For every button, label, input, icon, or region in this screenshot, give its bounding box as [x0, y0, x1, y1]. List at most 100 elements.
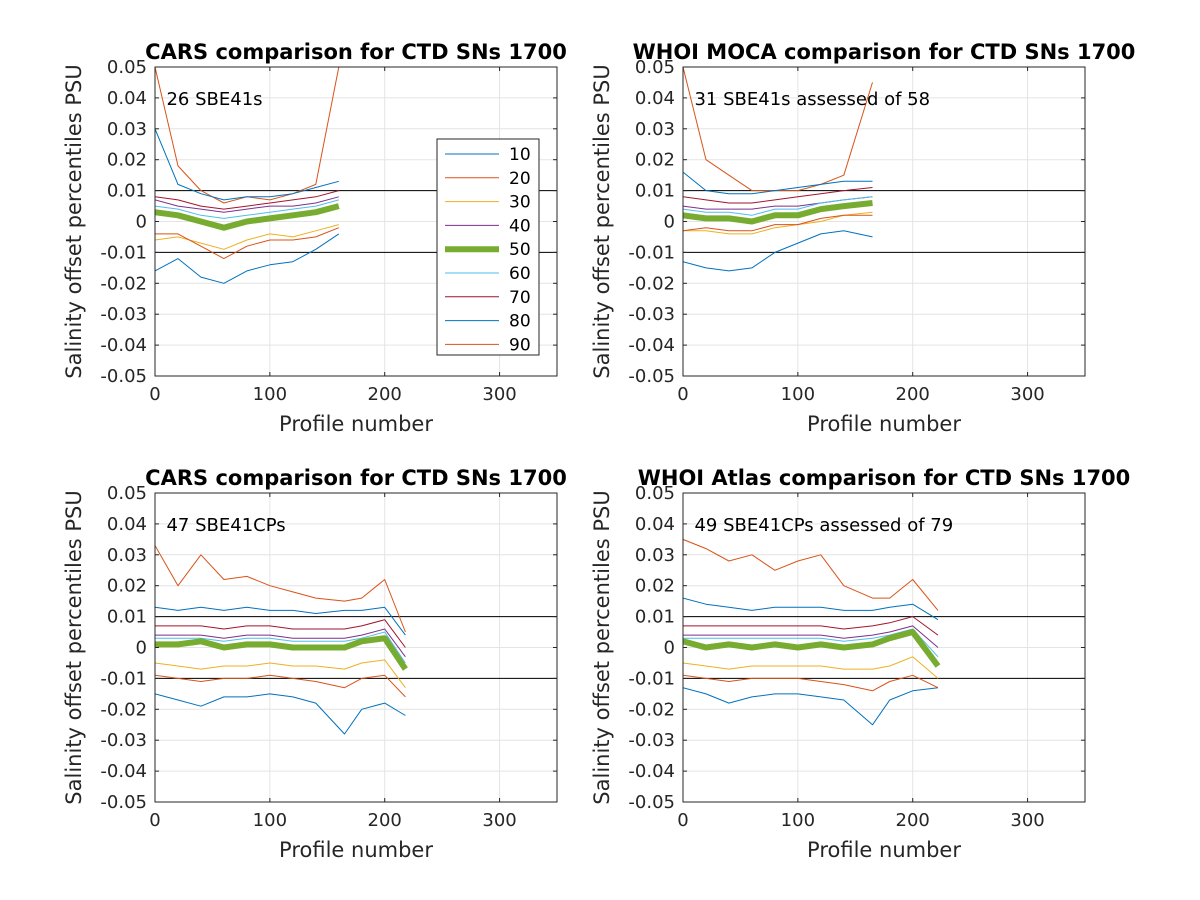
series-line-p90 — [683, 214, 873, 232]
x-tick-label: 300 — [482, 810, 516, 831]
series-line-p70 — [683, 616, 939, 636]
legend-label: 90 — [509, 335, 531, 355]
x-tick-label: 100 — [781, 384, 815, 405]
x-tick-label: 0 — [677, 384, 688, 405]
y-tick-label: -0.04 — [100, 335, 147, 356]
series-line-p60 — [155, 199, 339, 219]
y-axis-label: Salinity offset percentiles PSU — [62, 490, 86, 804]
y-tick-label: -0.05 — [100, 366, 147, 387]
chart-title: WHOI Atlas comparison for CTD SNs 1700 — [638, 466, 1131, 490]
legend-label: 30 — [509, 193, 531, 213]
series-line-p30 — [683, 211, 873, 235]
y-axis-label: Salinity offset percentiles PSU — [590, 490, 614, 804]
y-tick-label: -0.04 — [100, 761, 147, 782]
y-axis-label: Salinity offset percentiles PSU — [590, 64, 614, 378]
y-tick-label: -0.04 — [628, 335, 675, 356]
y-tick-label: -0.02 — [100, 273, 147, 294]
series-line-p50 — [683, 629, 941, 668]
y-tick-label: 0.05 — [107, 483, 147, 504]
x-tick-label: 100 — [253, 384, 287, 405]
y-tick-label: 0.01 — [635, 607, 675, 628]
y-tick-label: -0.01 — [100, 242, 147, 263]
y-tick-label: -0.03 — [100, 304, 147, 325]
y-tick-label: 0 — [136, 212, 147, 233]
legend-label: 60 — [509, 264, 531, 284]
series-line-p50 — [155, 635, 408, 671]
x-tick-label: 300 — [1010, 810, 1044, 831]
chart-panel-2: 0 100 200 300 -0.05 -0.04 -0.03 -0.02 -0.01 0 0.01… — [590, 40, 1135, 436]
series-line-p30 — [155, 659, 406, 688]
y-tick-label: -0.01 — [628, 668, 675, 689]
x-axis-label: Profile number — [807, 838, 961, 862]
y-tick-label: 0.04 — [635, 88, 675, 109]
series-line-p90 — [683, 674, 939, 692]
y-tick-label: 0.03 — [107, 119, 147, 140]
legend-label: 50 — [509, 240, 531, 260]
series-line-p40 — [155, 196, 339, 213]
annotation-text: 49 SBE41CPs assessed of 79 — [694, 515, 953, 536]
x-tick-label: 200 — [368, 384, 402, 405]
series-line-p10 — [683, 687, 939, 726]
y-tick-label: 0.03 — [635, 119, 675, 140]
y-tick-label: -0.02 — [100, 699, 147, 720]
legend-label: 10 — [509, 145, 531, 165]
x-tick-label: 0 — [677, 810, 688, 831]
y-tick-label: -0.03 — [628, 730, 675, 751]
x-axis-label: Profile number — [279, 412, 433, 436]
y-tick-label: 0.02 — [635, 150, 675, 171]
series-line-p80 — [683, 597, 939, 621]
y-tick-label: -0.01 — [100, 668, 147, 689]
x-tick-label: 200 — [896, 810, 930, 831]
annotation-text: 47 SBE41CPs — [166, 515, 285, 536]
chart-title: CARS comparison for CTD SNs 1700 — [145, 40, 567, 64]
x-axis-label: Profile number — [279, 838, 433, 862]
y-axis-label: Salinity offset percentiles PSU — [62, 64, 86, 378]
legend-label: 80 — [509, 312, 531, 332]
y-tick-label: -0.02 — [628, 699, 675, 720]
chart-panel-1: 0 100 200 300 -0.05 -0.04 -0.03 -0.02 -0.01 0 0.01… — [62, 40, 567, 436]
y-tick-label: 0.04 — [107, 88, 147, 109]
series-line-p10 — [683, 230, 873, 272]
y-tick-label: -0.03 — [100, 730, 147, 751]
y-tick-label: -0.05 — [100, 792, 147, 813]
chart-title: WHOI MOCA comparison for CTD SNs 1700 — [633, 40, 1136, 64]
annotation-text: 31 SBE41s assessed of 58 — [694, 89, 930, 110]
series-line-p20 — [683, 538, 939, 611]
series-line-p90 — [155, 227, 339, 260]
series-line-p70 — [155, 190, 339, 210]
legend-label: 40 — [509, 216, 531, 236]
series-line-p60 — [155, 631, 406, 664]
x-tick-label: 200 — [896, 384, 930, 405]
series-line-p20 — [155, 545, 406, 633]
series-line-p80 — [683, 171, 873, 195]
x-tick-label: 300 — [482, 384, 516, 405]
y-tick-label: 0 — [136, 638, 147, 659]
series-line-p30 — [155, 224, 339, 250]
y-tick-label: 0.02 — [107, 150, 147, 171]
x-tick-label: 200 — [368, 810, 402, 831]
annotation-text: 26 SBE41s — [166, 89, 262, 110]
y-tick-label: 0.03 — [635, 545, 675, 566]
legend-label: 70 — [509, 288, 531, 308]
x-tick-label: 0 — [149, 810, 160, 831]
x-tick-label: 100 — [781, 810, 815, 831]
y-tick-label: 0.05 — [107, 57, 147, 78]
y-tick-label: 0.03 — [107, 545, 147, 566]
y-tick-label: 0.05 — [635, 57, 675, 78]
x-axis-label: Profile number — [807, 412, 961, 436]
y-tick-label: 0.05 — [635, 483, 675, 504]
x-tick-label: 100 — [253, 810, 287, 831]
y-tick-label: -0.05 — [628, 792, 675, 813]
series-line-p50 — [683, 200, 873, 225]
series-line-p50 — [155, 203, 340, 231]
chart-panel-3: 0 100 200 300 -0.05 -0.04 -0.03 -0.02 -0.01 0 0.01… — [62, 466, 567, 862]
y-tick-label: -0.05 — [628, 366, 675, 387]
series-line-p40 — [683, 625, 939, 648]
series-line-p40 — [155, 628, 406, 658]
y-tick-label: 0.01 — [107, 181, 147, 202]
series-line-p80 — [155, 128, 339, 201]
legend-label: 20 — [509, 169, 531, 189]
legend: 10 20 30 40 50 60 70 80 90 — [436, 138, 540, 356]
series-line-p10 — [155, 233, 340, 284]
